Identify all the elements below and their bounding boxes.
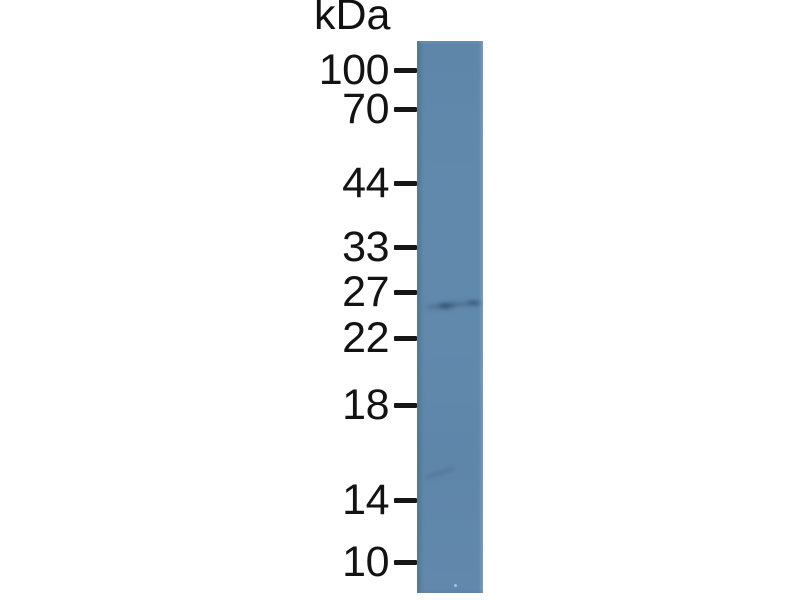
marker-label-27: 27 <box>342 267 389 316</box>
marker-10: 10 <box>0 540 417 584</box>
marker-100: 100 <box>0 48 417 92</box>
tick-10 <box>394 559 417 565</box>
tick-14 <box>394 497 417 503</box>
tick-33 <box>394 244 417 250</box>
marker-label-10: 10 <box>342 537 389 586</box>
marker-label-100: 100 <box>318 45 390 94</box>
marker-18: 18 <box>0 383 417 427</box>
marker-label-18: 18 <box>342 380 389 429</box>
tick-22 <box>394 335 417 341</box>
marker-label-14: 14 <box>342 475 389 524</box>
tick-100 <box>394 67 417 73</box>
marker-44: 44 <box>0 161 417 205</box>
kda-unit-label: kDa <box>314 0 391 39</box>
marker-label-33: 33 <box>342 222 389 271</box>
protein-band-25kda <box>423 296 481 314</box>
marker-label-44: 44 <box>342 158 389 207</box>
blot-lane-1 <box>417 41 483 593</box>
marker-label-22: 22 <box>342 313 389 362</box>
tick-18 <box>394 402 417 408</box>
tick-70 <box>394 106 417 112</box>
lane-speck-artifact <box>454 584 457 587</box>
lane-smudge-artifact <box>425 466 455 480</box>
marker-14: 14 <box>0 478 417 522</box>
marker-33: 33 <box>0 225 417 269</box>
tick-27 <box>394 289 417 295</box>
marker-70: 70 <box>0 87 417 131</box>
marker-label-70: 70 <box>342 84 389 133</box>
tick-44 <box>394 180 417 186</box>
marker-22: 22 <box>0 316 417 360</box>
marker-27: 27 <box>0 270 417 314</box>
